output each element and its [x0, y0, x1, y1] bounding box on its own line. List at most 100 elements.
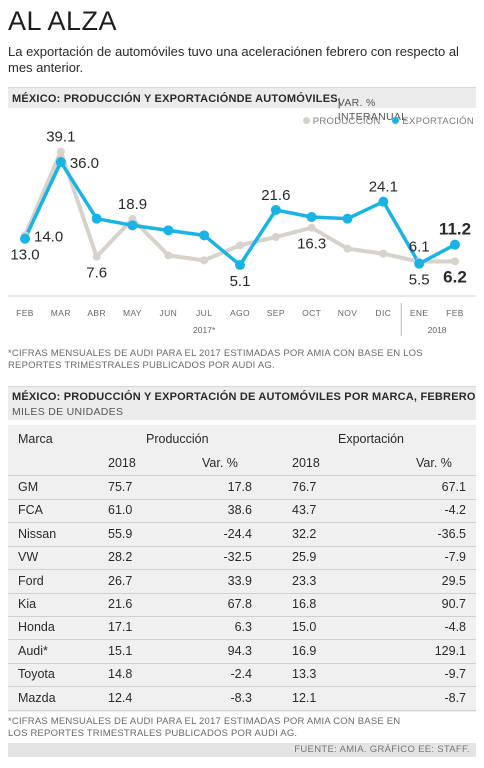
- page-title: AL ALZA: [8, 6, 118, 36]
- table-row: Honda 17.1 6.3 15.0 -4.8: [8, 616, 476, 641]
- x-tick-label: FEB: [16, 308, 34, 318]
- data-point-produccion: [92, 252, 101, 261]
- data-point-produccion: [236, 241, 244, 250]
- data-label: 7.6: [86, 265, 107, 282]
- sub-header-prod-2018: 2018: [108, 456, 136, 470]
- data-point-exportacion: [235, 260, 245, 270]
- table-cell: 6.3: [234, 620, 252, 635]
- data-point-exportacion: [55, 157, 66, 167]
- data-point-produccion: [164, 251, 173, 260]
- x-tick-label: MAR: [51, 308, 71, 318]
- data-point-exportacion: [450, 239, 460, 250]
- line-chart: 14.0 13.0 39.1 36.0 7.6 18.9 5.1 21.6 16.3 24.1 6.…: [8, 129, 476, 336]
- year-label: 2017*: [193, 325, 216, 335]
- x-tick-label: DIC: [375, 308, 391, 318]
- table-cell: -8.7: [444, 690, 466, 705]
- table-section-header: MÉXICO: PRODUCCIÓN Y EXPORTACIÓN DE AUTO…: [8, 386, 476, 420]
- table-row: GM 75.7 17.8 76.7 67.1: [8, 476, 476, 500]
- sub-header-exp-2018: 2018: [292, 456, 320, 470]
- legend-label: EXPORTACIÓN: [402, 116, 474, 127]
- table-cell: 12.1: [292, 690, 317, 705]
- brand-name: FCA: [18, 503, 43, 518]
- group-produccion-header: Producción: [146, 432, 209, 446]
- chart-legend: PRODUCCIÓN EXPORTACIÓN: [302, 116, 474, 127]
- table-cell: -7.9: [444, 550, 466, 565]
- table-cell: 129.1: [434, 643, 466, 658]
- table-row: Audi* 15.1 94.3 16.9 129.1: [8, 640, 476, 664]
- table-cell: 29.5: [441, 573, 466, 588]
- sub-header-exp-var: Var. %: [416, 456, 452, 470]
- data-label: 11.2: [439, 220, 471, 239]
- table-section-unit: MILES DE UNIDADES: [12, 406, 124, 418]
- data-point-produccion: [271, 233, 280, 241]
- table-cell: 23.3: [292, 573, 317, 588]
- legend-item-produccion: PRODUCCIÓN: [302, 116, 381, 127]
- table-cell: 32.2: [292, 526, 317, 541]
- table-cell: 25.9: [292, 550, 317, 565]
- table-cell: 28.2: [108, 550, 133, 565]
- x-tick-label: OCT: [302, 308, 321, 318]
- data-point-exportacion: [306, 212, 317, 222]
- brand-name: Honda: [18, 620, 55, 635]
- col-marca-header: Marca: [18, 432, 53, 446]
- data-label: 39.1: [46, 129, 75, 146]
- year-label: 2018: [428, 325, 447, 335]
- table-cell: 26.7: [108, 573, 133, 588]
- table-cell: 12.4: [108, 690, 133, 705]
- data-label: 6.2: [443, 267, 467, 286]
- legend-label: PRODUCCIÓN: [312, 116, 381, 127]
- data-point-produccion: [343, 244, 352, 253]
- data-point-exportacion: [378, 196, 389, 207]
- brand-name: GM: [18, 480, 39, 494]
- brand-name: Toyota: [18, 667, 55, 682]
- table-cell: 21.6: [108, 597, 133, 611]
- data-label: 36.0: [70, 155, 99, 172]
- table-cell: -2.4: [230, 667, 252, 682]
- table-row: VW 28.2 -32.5 25.9 -7.9: [8, 546, 476, 571]
- brand-name: Kia: [18, 597, 37, 611]
- table-cell: 94.3: [227, 643, 252, 658]
- data-label: 13.0: [10, 247, 39, 264]
- data-point-exportacion: [199, 230, 210, 241]
- x-tick-label: JUL: [196, 308, 212, 318]
- data-point-exportacion: [163, 225, 174, 236]
- table-cell: 14.8: [108, 667, 133, 682]
- table-cell: 15.1: [108, 643, 133, 658]
- table-row: FCA 61.0 38.6 43.7 -4.2: [8, 499, 476, 524]
- data-label: 21.6: [261, 187, 290, 204]
- data-label: 5.1: [230, 273, 251, 290]
- source-text: FUENTE: AMIA. GRÁFICO EE: STAFF.: [294, 744, 470, 755]
- table-cell: 13.3: [292, 667, 317, 682]
- table-cell: 90.7: [441, 597, 466, 611]
- table-cell: 76.7: [292, 480, 317, 494]
- table-section-title: MÉXICO: PRODUCCIÓN Y EXPORTACIÓN DE AUTO…: [12, 391, 476, 403]
- table-cell: -8.3: [230, 690, 252, 705]
- brand-name: Audi*: [18, 643, 48, 658]
- table-cell: -32.5: [223, 550, 253, 565]
- page-subtitle: La exportación de automóviles tuvo una a…: [8, 44, 459, 75]
- data-label: 5.5: [409, 272, 430, 289]
- table-cell: 17.1: [108, 620, 133, 635]
- table-row: Toyota 14.8 -2.4 13.3 -9.7: [8, 663, 476, 688]
- series-line-exportacion: [23, 160, 457, 267]
- data-point-exportacion: [414, 258, 425, 269]
- table-row: Nissan 55.9 -24.4 32.2 -36.5: [8, 523, 476, 547]
- data-point-exportacion: [91, 213, 102, 224]
- table-cell: 33.9: [227, 573, 252, 588]
- data-label: 18.9: [118, 196, 147, 213]
- data-point-produccion: [307, 223, 316, 232]
- table-cell: -36.5: [437, 526, 467, 541]
- group-exportacion-header: Exportación: [338, 432, 405, 446]
- table-group-header: Marca Producción Exportación: [8, 428, 476, 451]
- table-cell: 61.0: [108, 503, 133, 518]
- table-cell: 16.9: [292, 643, 317, 658]
- data-point-exportacion: [270, 205, 281, 215]
- table-cell: 17.8: [227, 480, 252, 494]
- x-tick-label: ABR: [87, 308, 106, 318]
- chart-section-title: MÉXICO: PRODUCCIÓN Y EXPORTACIÓNDE AUTOM…: [12, 93, 338, 105]
- table-row: Mazda 12.4 -8.3 12.1 -8.7: [8, 687, 476, 711]
- source-bar: FUENTE: AMIA. GRÁFICO EE: STAFF.: [8, 743, 476, 757]
- table-cell: 15.0: [292, 620, 317, 635]
- x-tick-label: ENE: [410, 308, 429, 318]
- x-tick-label: MAY: [123, 308, 142, 318]
